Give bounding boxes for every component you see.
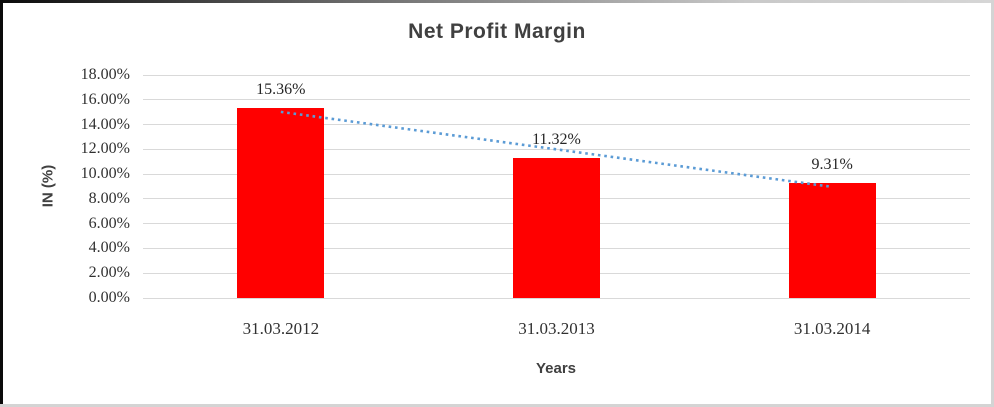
- y-axis-tick-label: 16.00%: [80, 90, 130, 108]
- y-axis-tick-label: 0.00%: [88, 289, 130, 306]
- y-axis-tick-label: 10.00%: [80, 165, 130, 183]
- bar-value-label: 15.36%: [256, 80, 306, 98]
- y-axis-tick-label: 2.00%: [88, 264, 130, 282]
- plot-area: [143, 74, 970, 299]
- y-axis-tick-label: 12.00%: [80, 140, 130, 158]
- x-axis-tick-label: 31.03.2012: [242, 319, 320, 338]
- frame-border-right: [991, 0, 994, 407]
- trendline[interactable]: [143, 75, 970, 298]
- y-axis-tick-label: 4.00%: [88, 239, 130, 257]
- y-axis-tick-label: 18.00%: [80, 66, 130, 83]
- y-axis-tick-label: 6.00%: [88, 214, 130, 232]
- gridline: [143, 297, 970, 299]
- bar-31.03.2012[interactable]: [237, 107, 325, 298]
- frame-border-bottom: [0, 404, 994, 407]
- y-axis-tick-label: 8.00%: [88, 189, 130, 207]
- gridline: [143, 124, 970, 126]
- bar-31.03.2013[interactable]: [513, 157, 600, 298]
- x-axis-tick-label: 31.03.2014: [793, 319, 871, 338]
- trendline-dotted-line: [280, 110, 833, 189]
- gridline: [143, 74, 970, 76]
- gridline: [143, 99, 970, 101]
- frame-border-left: [0, 0, 3, 407]
- x-axis-tick-label: 31.03.2013: [518, 319, 595, 338]
- x-axis-title: Years: [535, 360, 577, 377]
- gridline: [143, 148, 970, 150]
- bar-value-label: 11.32%: [532, 130, 581, 148]
- bar-value-label: 9.31%: [811, 155, 853, 173]
- frame-border-top: [0, 0, 994, 3]
- y-axis-tick-label: 14.00%: [80, 115, 130, 133]
- bar-31.03.2014[interactable]: [788, 182, 876, 298]
- chart-title: Net Profit Margin: [408, 20, 586, 43]
